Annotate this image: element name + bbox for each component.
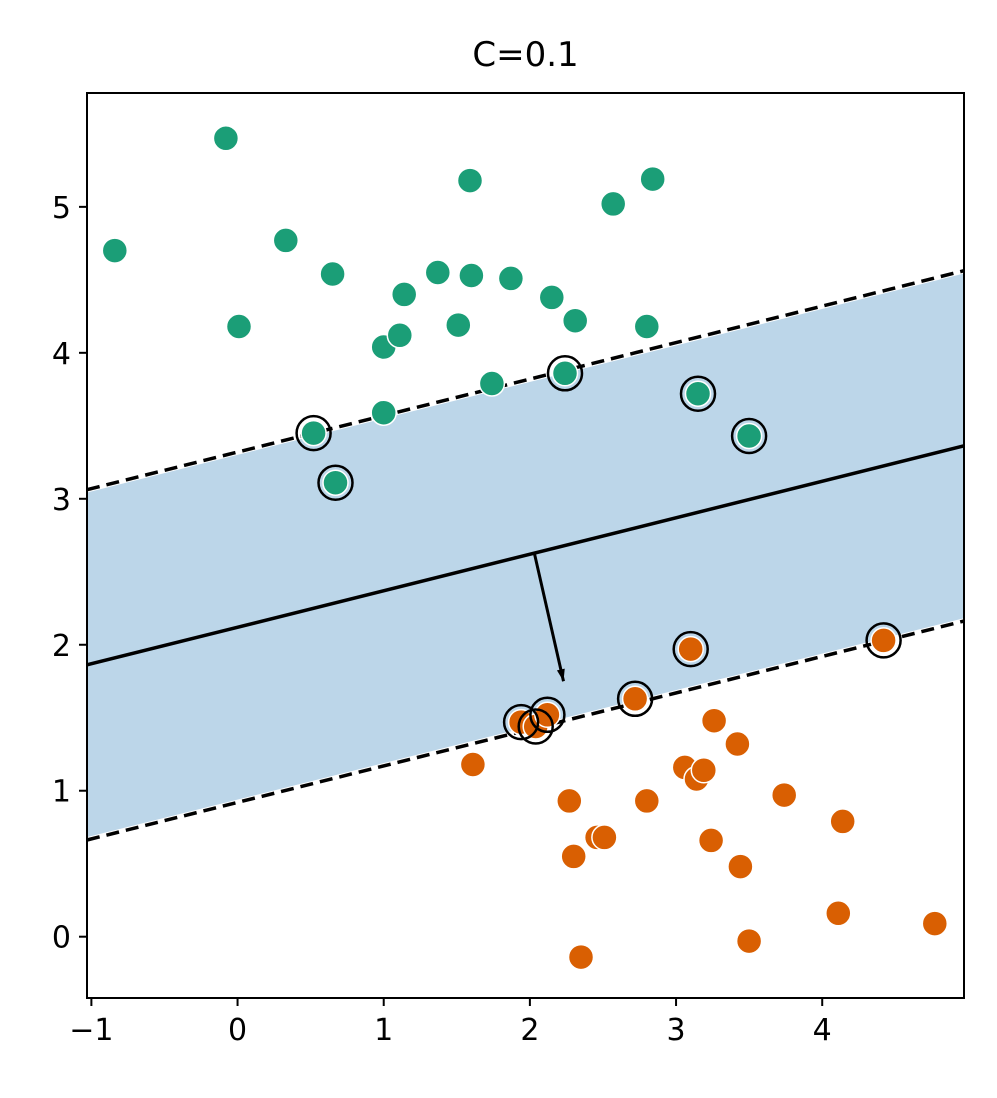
data-point-class-1 xyxy=(921,910,949,937)
y-tick-label: 2 xyxy=(52,629,71,664)
y-tick-label: 0 xyxy=(52,921,71,956)
normal-vector-arrowhead xyxy=(556,668,565,682)
data-point-class-0 xyxy=(735,422,763,450)
data-point-class-0 xyxy=(424,259,452,286)
x-tick-label: 4 xyxy=(813,1013,832,1048)
data-point-class-0 xyxy=(445,311,472,339)
data-point-class-0 xyxy=(212,125,240,152)
x-tick-label: −1 xyxy=(69,1013,113,1048)
plot-area xyxy=(87,125,964,971)
data-point-class-0 xyxy=(370,399,397,426)
y-tick-label: 3 xyxy=(52,483,71,518)
chart-title: C=0.1 xyxy=(472,35,578,75)
normal-vector-arrow xyxy=(532,552,565,682)
data-point-class-1 xyxy=(735,927,763,955)
data-point-class-1 xyxy=(621,685,649,713)
data-point-class-1 xyxy=(633,787,661,815)
data-point-class-0 xyxy=(322,469,349,496)
plot-frame xyxy=(86,92,965,999)
points-layer xyxy=(101,125,949,971)
data-point-class-0 xyxy=(390,281,418,308)
data-point-class-0 xyxy=(551,360,579,387)
axes-layer: −1 0 1 2 3 4 0 1 2 3 4 5 xyxy=(52,191,832,1048)
support-vector-ring xyxy=(679,375,717,412)
y-tick-label: 4 xyxy=(52,337,71,372)
data-point-class-0 xyxy=(599,190,627,218)
data-point-class-0 xyxy=(639,165,666,193)
support-vector-ring xyxy=(295,414,332,452)
data-point-class-0 xyxy=(386,322,414,349)
y-tick-label: 5 xyxy=(52,191,71,226)
data-point-class-0 xyxy=(272,227,300,254)
data-point-class-0 xyxy=(458,262,485,289)
data-point-class-1 xyxy=(770,781,798,809)
data-point-class-1 xyxy=(700,707,728,734)
support-vector-ring xyxy=(529,696,566,734)
data-point-class-1 xyxy=(459,751,487,778)
support-vector-ring xyxy=(672,630,709,668)
support-vectors-layer xyxy=(295,355,902,745)
support-vector-ring xyxy=(317,464,354,501)
support-vector-ring xyxy=(517,708,554,745)
y-tick-label: 1 xyxy=(52,775,71,810)
data-point-class-0 xyxy=(538,284,566,311)
data-point-class-0 xyxy=(319,260,346,288)
data-point-class-1 xyxy=(690,757,718,784)
data-point-class-1 xyxy=(591,824,618,851)
data-point-class-1 xyxy=(697,827,725,854)
data-point-class-0 xyxy=(561,307,589,334)
support-vector-ring xyxy=(546,355,584,392)
x-tick-label: 1 xyxy=(374,1013,393,1048)
support-vector-ring xyxy=(865,622,902,659)
data-point-class-1 xyxy=(567,943,595,971)
data-point-class-1 xyxy=(727,853,754,880)
support-vector-ring xyxy=(616,680,654,718)
data-point-class-0 xyxy=(478,370,506,397)
upper-margin-line xyxy=(87,269,964,492)
support-vector-ring xyxy=(502,703,540,741)
data-point-class-1 xyxy=(825,900,852,927)
data-point-class-1 xyxy=(724,730,751,758)
data-point-class-1 xyxy=(829,808,856,835)
data-point-class-0 xyxy=(633,313,661,340)
x-tick-label: 0 xyxy=(228,1013,247,1048)
data-point-class-0 xyxy=(300,419,327,447)
x-tick-label: 3 xyxy=(667,1013,686,1048)
data-point-class-1 xyxy=(556,787,583,815)
decision-boundary-line xyxy=(87,444,964,667)
lines-layer xyxy=(87,268,964,843)
data-point-class-0 xyxy=(684,380,712,407)
data-point-class-0 xyxy=(497,265,525,292)
data-point-class-1 xyxy=(560,843,587,870)
data-point-class-0 xyxy=(101,237,129,264)
data-point-class-0 xyxy=(456,167,484,194)
x-tick-label: 2 xyxy=(520,1013,539,1048)
data-point-class-0 xyxy=(225,313,253,340)
data-point-class-1 xyxy=(677,635,704,663)
data-point-class-1 xyxy=(870,627,897,654)
support-vector-ring xyxy=(730,417,768,455)
